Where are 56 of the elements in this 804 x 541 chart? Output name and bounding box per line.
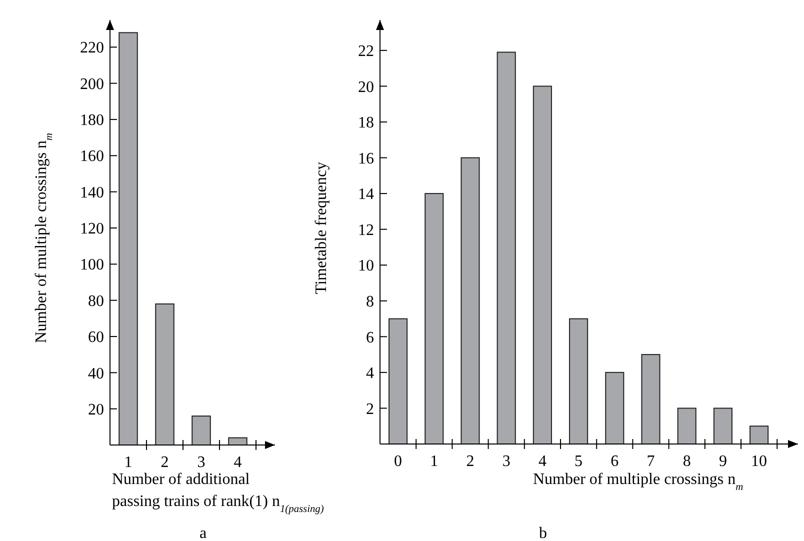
y-tick-label: 160 — [80, 148, 104, 166]
y-tick-label: 100 — [80, 256, 104, 274]
text: a — [199, 525, 207, 541]
y-tick-label: 8 — [366, 293, 374, 310]
bar — [713, 408, 732, 444]
bar — [460, 157, 480, 444]
y-tick-label: 2 — [366, 400, 374, 418]
bar — [605, 372, 624, 444]
bar — [532, 86, 552, 444]
x-tick-label: 3 — [502, 453, 510, 470]
x-tick-label: 6 — [610, 453, 619, 470]
bar — [569, 318, 588, 444]
y-tick-label: 120 — [80, 220, 104, 238]
x-tick-label: 2 — [466, 453, 474, 470]
bar — [424, 193, 444, 444]
y-tick-label: 200 — [80, 76, 104, 93]
y-axis-title: Timetable frequency — [313, 162, 330, 294]
text: b — [539, 525, 547, 541]
x-tick-label: 8 — [682, 453, 691, 470]
y-tick-label: 16 — [358, 150, 374, 168]
x-tick-label: 4 — [538, 453, 546, 470]
bar — [118, 32, 138, 446]
y-tick-label: 22 — [358, 43, 374, 60]
bar — [388, 318, 408, 444]
y-tick-label: 18 — [358, 114, 374, 132]
bar — [677, 408, 696, 444]
bar — [750, 426, 769, 444]
y-tick-label: 80 — [88, 292, 104, 310]
y-tick-label: 20 — [88, 401, 104, 418]
bar — [155, 303, 174, 446]
y-tick-label: 220 — [80, 40, 104, 57]
y-tick-label: 6 — [366, 329, 374, 346]
x-tick-label: 9 — [718, 453, 727, 470]
x-tick-label: 1 — [430, 453, 438, 470]
x-tick-label: 1 — [124, 454, 132, 471]
bar — [192, 416, 211, 446]
bar — [641, 354, 660, 444]
y-tick-label: 14 — [358, 186, 374, 204]
y-tick-label: 140 — [80, 184, 104, 202]
y-tick-label: 20 — [358, 78, 374, 96]
x-tick-label: 5 — [574, 453, 583, 470]
x-tick-label: 3 — [197, 454, 206, 471]
y-tick-label: 40 — [88, 365, 104, 382]
x-tick-label: 4 — [234, 454, 242, 471]
x-tick-label: 2 — [160, 454, 169, 471]
x-axis-title: Number of additional passing trains of rank(1) n$_{1(passing)}$ — [112, 471, 324, 514]
y-tick-label: 4 — [366, 365, 374, 382]
bar — [496, 52, 516, 444]
x-tick-label: 7 — [646, 453, 655, 470]
y-tick-label: 12 — [358, 222, 374, 239]
y-tick-label: 60 — [88, 329, 104, 346]
x-axis-title: Number of multiple crossings n$_{m}$ — [533, 471, 744, 492]
x-tick-label: 0 — [394, 453, 402, 470]
x-tick-label: 10 — [751, 453, 768, 470]
y-tick-label: 180 — [80, 112, 104, 130]
y-tick-label: 10 — [358, 258, 374, 275]
